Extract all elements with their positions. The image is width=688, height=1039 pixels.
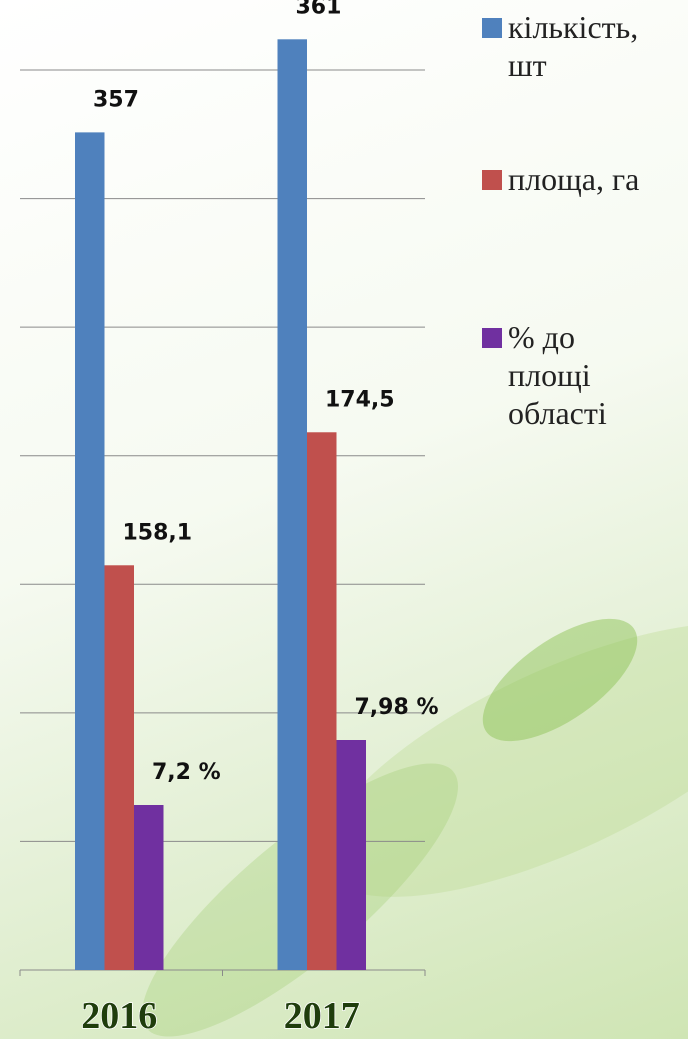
legend-swatch xyxy=(482,328,502,348)
value-label: 361 xyxy=(296,0,342,19)
value-label: 158,1 xyxy=(123,520,193,545)
bar xyxy=(134,805,164,970)
value-label: 7,98 % xyxy=(355,695,439,720)
legend-swatch xyxy=(482,170,502,190)
x-tick-label: 2017 xyxy=(284,995,360,1037)
page: 2016 357 158,1 7,2 % 2017 361 174,5 7,98 % кіль… xyxy=(0,0,688,1039)
legend-label: площа, га xyxy=(508,160,688,198)
value-label: 174,5 xyxy=(325,387,395,412)
x-tick-label: 2016 xyxy=(81,995,157,1037)
bar xyxy=(278,39,308,970)
chart: 2016 357 158,1 7,2 % 2017 361 174,5 7,98 % xyxy=(0,0,688,1039)
legend-label: кількість, шт xyxy=(508,8,678,84)
value-label: 357 xyxy=(93,87,139,112)
value-label: 7,2 % xyxy=(152,760,221,785)
bar xyxy=(75,132,105,970)
legend-swatch xyxy=(482,18,502,38)
bar xyxy=(105,565,135,970)
bar xyxy=(307,432,337,970)
legend-label: % до площі області xyxy=(508,318,628,432)
bar xyxy=(337,740,367,970)
